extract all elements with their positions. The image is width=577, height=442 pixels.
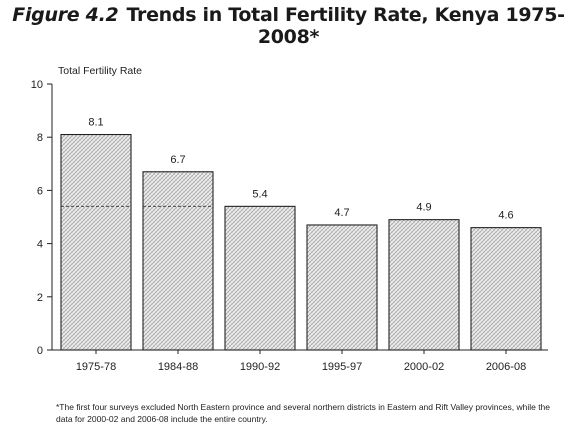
y-tick-label: 0 [37, 345, 43, 357]
x-tick-label: 1975-78 [76, 361, 116, 373]
x-tick-label: 1984-88 [158, 361, 198, 373]
y-tick-label: 2 [37, 292, 43, 304]
data-label: 4.6 [498, 210, 513, 222]
x-tick-label: 2000-02 [404, 361, 444, 373]
footnote: *The first four surveys excluded North E… [56, 402, 551, 424]
figure-title: Figure 4.2 Trends in Total Fertility Rate… [0, 4, 577, 48]
x-tick-label: 1990-92 [240, 361, 280, 373]
y-tick-label: 4 [37, 239, 43, 251]
x-tick-label: 2006-08 [486, 361, 526, 373]
bar-2006-08 [470, 227, 542, 351]
y-tick-label: 8 [37, 132, 43, 144]
bar-1975-78 [60, 133, 132, 351]
data-label: 5.4 [252, 188, 267, 200]
data-label: 8.1 [88, 117, 103, 129]
figure-title-text: Trends in Total Fertility Rate, Kenya 19… [126, 4, 565, 48]
figure-number: Figure 4.2 [12, 4, 119, 26]
bar-1984-88 [142, 171, 214, 351]
bar-2000-02 [388, 219, 460, 351]
data-label: 4.9 [416, 202, 431, 214]
bar-1990-92 [224, 205, 296, 351]
x-tick-label: 1995-97 [322, 361, 362, 373]
y-axis-title: Total Fertility Rate [58, 65, 142, 77]
data-label: 4.7 [334, 207, 349, 219]
y-tick-label: 10 [31, 79, 43, 91]
bar-1995-97 [306, 224, 378, 351]
data-label: 6.7 [170, 154, 185, 166]
y-tick-label: 6 [37, 185, 43, 197]
